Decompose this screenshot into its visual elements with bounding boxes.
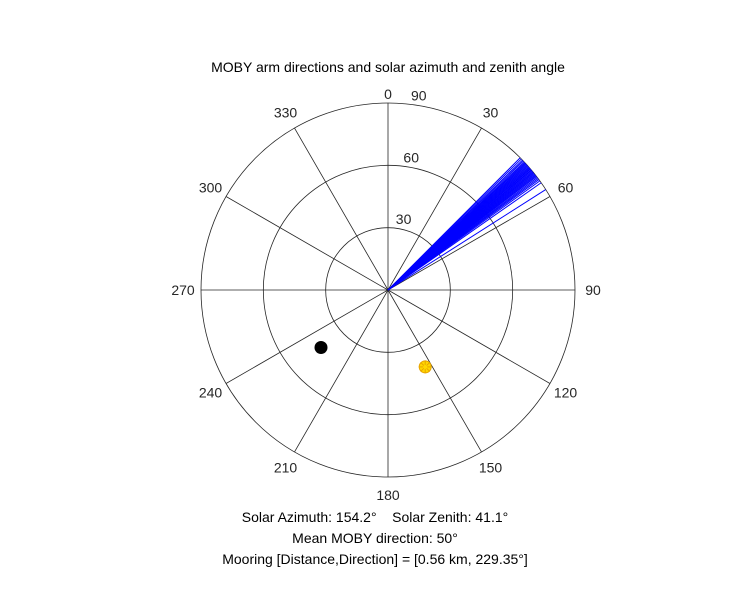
theta-tick-label-180: 180 [376, 487, 400, 503]
spoke-30 [387, 127, 482, 291]
arm-line-30 [387, 189, 546, 291]
sun-marker [418, 360, 432, 374]
sun-ray-5 [420, 361, 425, 366]
theta-tick-label-60: 60 [558, 180, 574, 196]
theta-tick-label-270: 270 [171, 282, 195, 298]
mooring-marker [314, 341, 328, 354]
spoke-210 [294, 289, 389, 453]
ring-90 [200, 102, 576, 478]
chart-title: MOBY arm directions and solar azimuth an… [211, 59, 565, 75]
spoke-330 [294, 127, 389, 291]
theta-tick-label-210: 210 [274, 460, 298, 476]
theta-tick-label-30: 30 [483, 105, 499, 121]
spoke-150 [387, 289, 482, 453]
spoke-60 [387, 196, 551, 291]
mooring-caption: Mooring [Distance,Direction] = [0.56 km,… [222, 551, 528, 567]
theta-tick-label-120: 120 [554, 385, 578, 401]
r-tick-label-90: 90 [411, 87, 427, 103]
theta-tick-label-330: 330 [274, 105, 298, 121]
markers [314, 341, 432, 374]
arm-line-29 [387, 182, 542, 291]
tick-labels: 0 30 60 90 120 150 180 210 240 270 300 330 30 60 90 [171, 86, 601, 503]
spoke-120 [387, 289, 551, 384]
theta-tick-label-0: 0 [384, 86, 392, 102]
ring-30 [325, 227, 451, 353]
ring-60 [262, 164, 514, 416]
polar-grid [200, 102, 576, 478]
mean-direction-caption: Mean MOBY direction: 50° [292, 530, 458, 546]
theta-tick-label-90: 90 [585, 282, 601, 298]
r-tick-label-30: 30 [396, 211, 412, 227]
sun-ray-3 [420, 367, 425, 372]
theta-tick-label-150: 150 [479, 460, 503, 476]
r-tick-label-60: 60 [403, 149, 419, 165]
theta-tick-label-300: 300 [199, 180, 223, 196]
spoke-240 [225, 289, 389, 384]
theta-tick-label-240: 240 [199, 385, 223, 401]
sun-ray-1 [426, 367, 431, 372]
arm-direction-lines [387, 157, 546, 291]
solar-caption: Solar Azimuth: 154.2° Solar Zenith: 41.1… [241, 509, 509, 525]
spoke-300 [225, 196, 389, 291]
sun-ray-7 [426, 361, 431, 366]
